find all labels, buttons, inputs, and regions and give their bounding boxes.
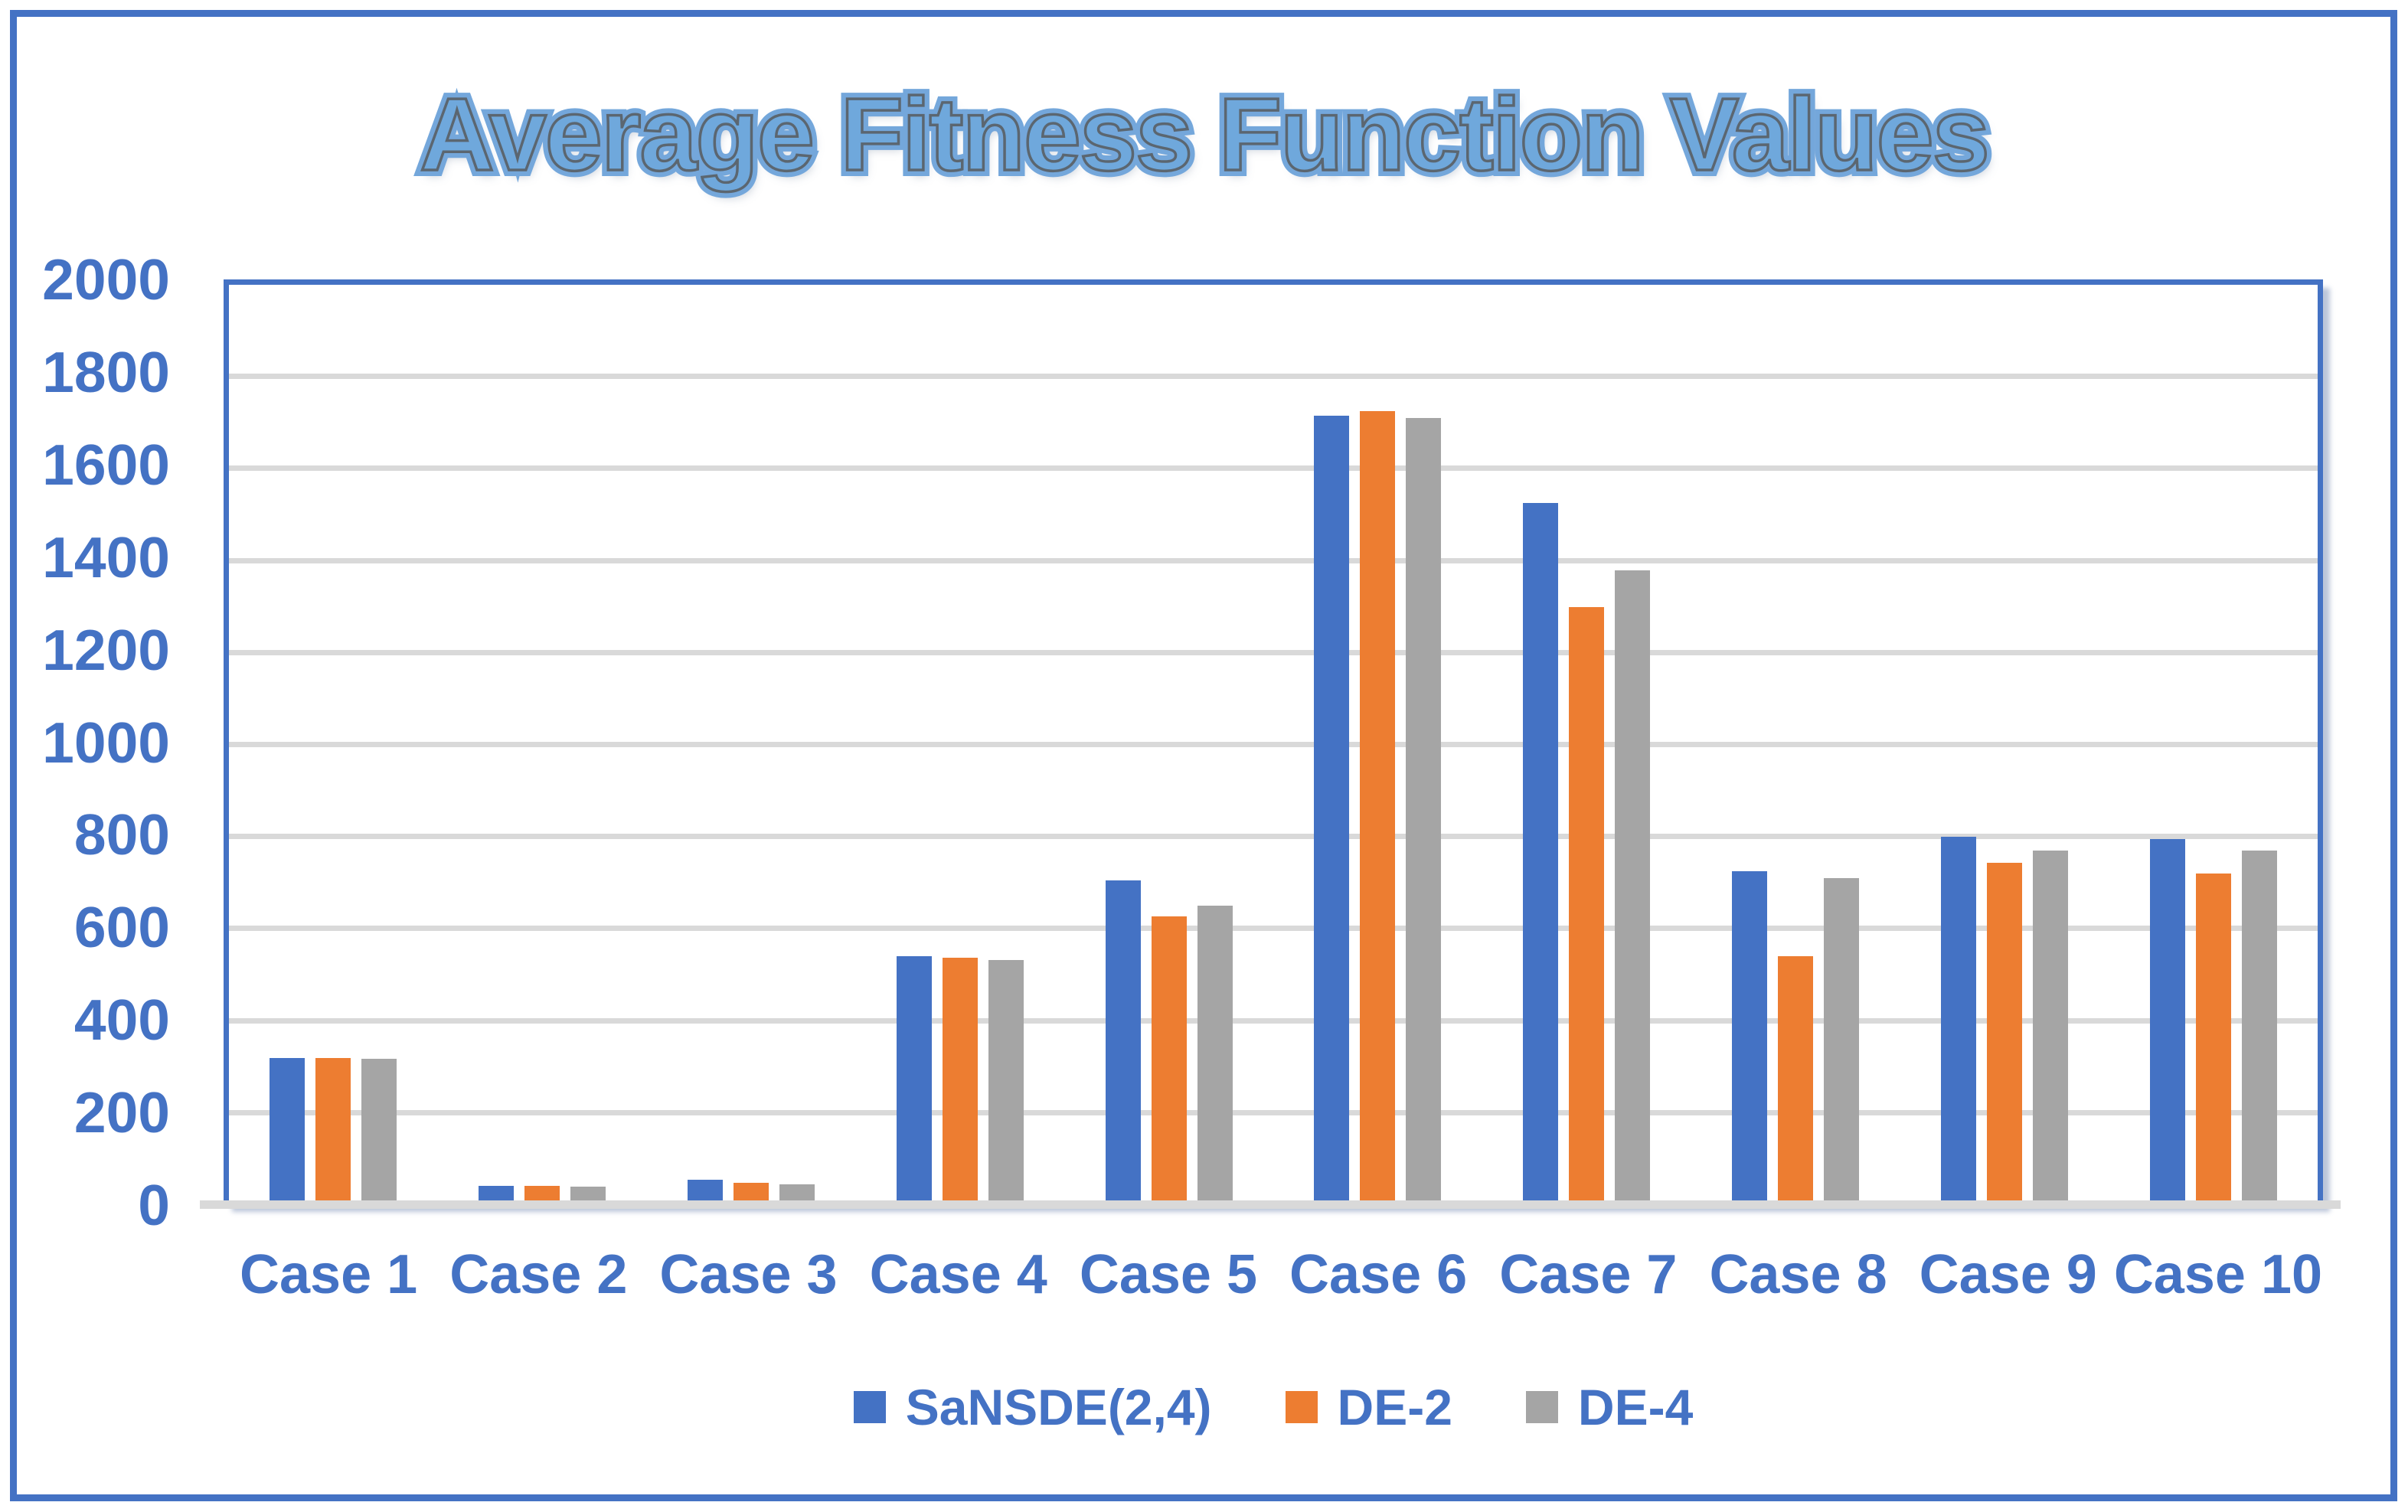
gridline [229,374,2318,380]
category-group [1064,285,1273,1205]
y-tick-label: 2000 [42,247,170,312]
x-axis-labels: Case 1 Case 2 Case 3 Case 4 Case 5 Case 6 Case… [224,1239,2323,1311]
y-tick-label: 600 [74,895,170,960]
x-tick-label: Case 7 [1499,1244,1678,1305]
x-tick-label: Case 6 [1289,1244,1468,1305]
gridline [229,557,2318,563]
x-tick-label: Case 5 [1079,1244,1257,1305]
bar-sansde-2-4- [896,956,932,1205]
category-group [1482,285,1691,1205]
gridlines-layer [229,285,2318,1205]
gridline [229,1017,2318,1024]
legend-swatch [853,1391,886,1423]
x-axis-line [200,1200,2341,1209]
bar-de-4 [361,1058,397,1205]
legend-swatch [1525,1391,1558,1423]
y-axis-labels: 0 200 400 600 800 1000 1200 1400 1600 1800 2000 [23,247,170,1237]
y-tick-label: 400 [74,988,170,1053]
y-tick-label: 1400 [42,524,170,589]
y-tick-label: 1200 [42,617,170,682]
category-group [1691,285,1900,1205]
gridline [229,742,2318,747]
plot-area [200,279,2341,1209]
bar-de-4 [2032,851,2068,1205]
legend-item: DE-2 [1285,1378,1452,1436]
category-group [438,285,647,1205]
x-tick-label: Case 4 [869,1244,1047,1305]
bar-de-2 [1569,606,1605,1205]
bar-sansde-2-4- [1314,416,1350,1205]
x-tick-label: Case 9 [1919,1244,2097,1305]
bar-sansde-2-4- [270,1057,305,1205]
x-tick-label: Case 1 [240,1244,418,1305]
category-group [855,285,1064,1205]
x-tick-label: Case 2 [449,1244,628,1305]
y-tick-label: 1800 [42,339,170,404]
bar-sansde-2-4- [1105,880,1141,1205]
bar-de-4 [1615,570,1651,1205]
category-group [647,285,856,1205]
y-tick-label: 1600 [42,432,170,497]
y-tick-label: 0 [138,1173,170,1237]
bar-de-4 [988,960,1024,1205]
bar-de-2 [1151,916,1187,1205]
x-tick-label: Case 8 [1709,1244,1887,1305]
legend-label: DE-2 [1337,1379,1452,1435]
legend-label: DE-4 [1577,1379,1694,1435]
legend-swatch [1285,1391,1318,1423]
category-group [2109,285,2318,1205]
bar-de-2 [1777,956,1813,1205]
bars-layer [229,285,2318,1205]
bar-sansde-2-4- [1523,503,1559,1205]
bar-de-2 [942,957,978,1205]
legend: SaNSDE(2,4) DE-2 DE-4 [224,1369,2323,1445]
bar-de-4 [1823,878,1859,1205]
bar-de-2 [315,1057,351,1205]
gridline [229,926,2318,932]
outer-border [10,10,2397,1501]
y-tick-label: 1000 [42,710,170,775]
bar-de-4 [2241,851,2277,1205]
bar-de-2 [1360,411,1396,1205]
x-tick-label: Case 10 [2113,1244,2323,1305]
bar-sansde-2-4- [2149,839,2185,1205]
bar-de-2 [2195,874,2231,1205]
category-group [1273,285,1482,1205]
bar-sansde-2-4- [1731,871,1767,1205]
bar-de-2 [1986,863,2022,1205]
x-tick-label: Case 3 [659,1244,838,1305]
category-group [1900,285,2109,1205]
y-tick-label: 200 [74,1080,170,1145]
gridline [229,1109,2318,1115]
category-group [229,285,438,1205]
bar-sansde-2-4- [1940,837,1976,1205]
legend-label: SaNSDE(2,4) [905,1379,1212,1435]
gridline [229,834,2318,840]
legend-item: DE-4 [1525,1378,1694,1436]
y-tick-label: 800 [74,802,170,867]
gridline [229,649,2318,655]
gridline [229,465,2318,472]
legend-item: SaNSDE(2,4) [853,1378,1212,1436]
bar-de-4 [1197,906,1233,1205]
bar-de-4 [1406,418,1442,1205]
